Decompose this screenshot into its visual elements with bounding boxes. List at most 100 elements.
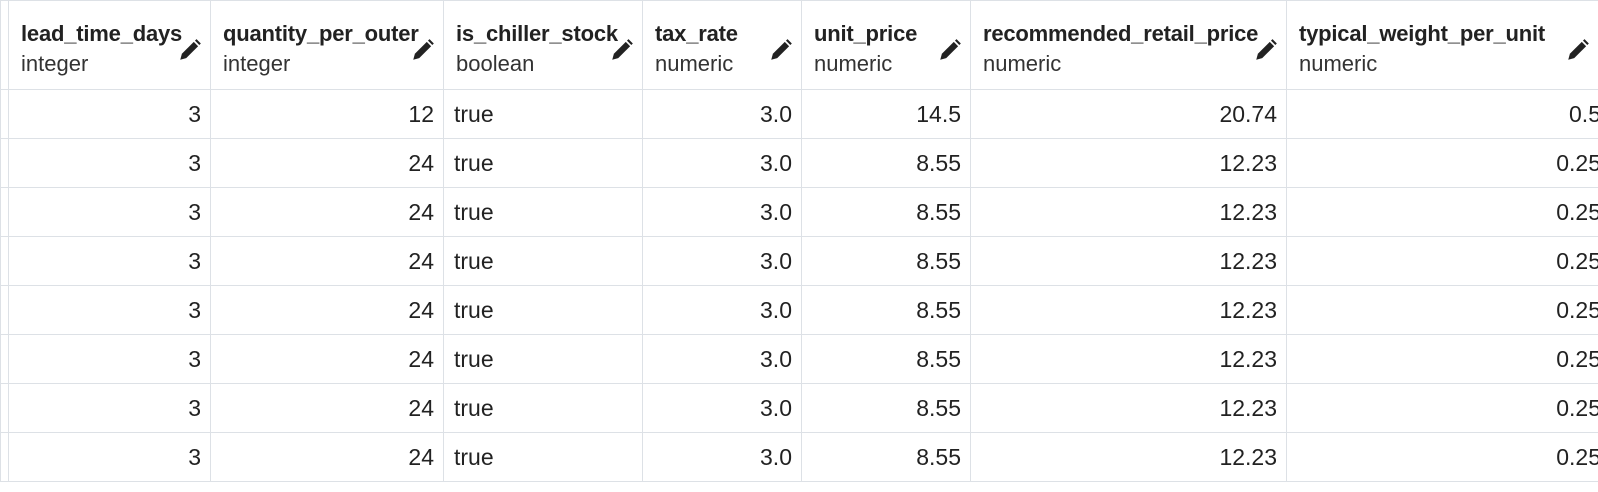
- cell-unit-price[interactable]: 8.55: [801, 187, 971, 237]
- cell-unit-price[interactable]: 8.55: [801, 285, 971, 335]
- table-row[interactable]: 3 12 true 3.0 14.5 20.74 0.5: [0, 89, 1598, 139]
- cell-tax-rate[interactable]: 3.0: [642, 187, 802, 237]
- pencil-icon[interactable]: [177, 37, 203, 63]
- column-type: numeric: [1299, 51, 1378, 76]
- column-type: numeric: [983, 51, 1062, 76]
- cell-typical-weight-per-unit[interactable]: 0.25: [1286, 138, 1598, 188]
- cell-is-chiller-stock[interactable]: true: [443, 236, 643, 286]
- cell-is-chiller-stock[interactable]: true: [443, 187, 643, 237]
- cell-recommended-retail-price[interactable]: 12.23: [970, 334, 1287, 384]
- column-header-quantity-per-outer[interactable]: quantity_per_outer integer: [210, 0, 444, 90]
- column-header-typical-weight-per-unit[interactable]: typical_weight_per_unit numeric: [1286, 0, 1598, 90]
- cell-lead-time-days[interactable]: 3: [8, 138, 211, 188]
- cell-tax-rate[interactable]: 3.0: [642, 334, 802, 384]
- cell-lead-time-days[interactable]: 3: [8, 89, 211, 139]
- table-row[interactable]: 3 24 true 3.0 8.55 12.23 0.25: [0, 285, 1598, 335]
- table-row[interactable]: 3 24 true 3.0 8.55 12.23 0.25: [0, 383, 1598, 433]
- column-name: quantity_per_outer: [223, 21, 419, 46]
- cell-typical-weight-per-unit[interactable]: 0.25: [1286, 432, 1598, 482]
- pencil-icon[interactable]: [937, 37, 963, 63]
- cell-unit-price[interactable]: 8.55: [801, 334, 971, 384]
- column-name: is_chiller_stock: [456, 21, 618, 46]
- cell-recommended-retail-price[interactable]: 12.23: [970, 236, 1287, 286]
- table-body: 3 12 true 3.0 14.5 20.74 0.5 3 24 true 3.0 8.55 12.2…: [0, 89, 1598, 482]
- cell-unit-price[interactable]: 8.55: [801, 236, 971, 286]
- cell-recommended-retail-price[interactable]: 12.23: [970, 138, 1287, 188]
- cell-recommended-retail-price[interactable]: 12.23: [970, 187, 1287, 237]
- cell-quantity-per-outer[interactable]: 24: [210, 383, 444, 433]
- cell-quantity-per-outer[interactable]: 24: [210, 138, 444, 188]
- column-header-recommended-retail-price[interactable]: recommended_retail_price numeric: [970, 0, 1287, 90]
- pencil-icon[interactable]: [609, 37, 635, 63]
- column-type: integer: [21, 51, 89, 76]
- row-number-cell[interactable]: [0, 383, 9, 433]
- table-row[interactable]: 3 24 true 3.0 8.55 12.23 0.25: [0, 432, 1598, 482]
- pencil-icon[interactable]: [1565, 37, 1591, 63]
- pencil-icon[interactable]: [410, 37, 436, 63]
- cell-unit-price[interactable]: 8.55: [801, 432, 971, 482]
- cell-quantity-per-outer[interactable]: 24: [210, 285, 444, 335]
- cell-quantity-per-outer[interactable]: 12: [210, 89, 444, 139]
- cell-recommended-retail-price[interactable]: 12.23: [970, 383, 1287, 433]
- cell-is-chiller-stock[interactable]: true: [443, 334, 643, 384]
- results-table: lead_time_days integer quantity_per_oute…: [0, 0, 1598, 482]
- cell-unit-price[interactable]: 14.5: [801, 89, 971, 139]
- cell-unit-price[interactable]: 8.55: [801, 383, 971, 433]
- row-number-cell[interactable]: [0, 138, 9, 188]
- cell-lead-time-days[interactable]: 3: [8, 285, 211, 335]
- cell-tax-rate[interactable]: 3.0: [642, 138, 802, 188]
- cell-tax-rate[interactable]: 3.0: [642, 236, 802, 286]
- column-header-unit-price[interactable]: unit_price numeric: [801, 0, 971, 90]
- row-number-cell[interactable]: [0, 187, 9, 237]
- cell-quantity-per-outer[interactable]: 24: [210, 432, 444, 482]
- cell-typical-weight-per-unit[interactable]: 0.25: [1286, 285, 1598, 335]
- cell-typical-weight-per-unit[interactable]: 0.25: [1286, 187, 1598, 237]
- cell-recommended-retail-price[interactable]: 12.23: [970, 432, 1287, 482]
- cell-is-chiller-stock[interactable]: true: [443, 138, 643, 188]
- row-number-cell[interactable]: [0, 236, 9, 286]
- column-name: typical_weight_per_unit: [1299, 21, 1546, 46]
- cell-lead-time-days[interactable]: 3: [8, 236, 211, 286]
- cell-quantity-per-outer[interactable]: 24: [210, 236, 444, 286]
- column-header-lead-time-days[interactable]: lead_time_days integer: [8, 0, 211, 90]
- row-number-cell[interactable]: [0, 334, 9, 384]
- row-number-cell[interactable]: [0, 89, 9, 139]
- cell-quantity-per-outer[interactable]: 24: [210, 187, 444, 237]
- cell-lead-time-days[interactable]: 3: [8, 432, 211, 482]
- cell-tax-rate[interactable]: 3.0: [642, 432, 802, 482]
- cell-is-chiller-stock[interactable]: true: [443, 383, 643, 433]
- cell-lead-time-days[interactable]: 3: [8, 334, 211, 384]
- column-header-tax-rate[interactable]: tax_rate numeric: [642, 0, 802, 90]
- cell-typical-weight-per-unit[interactable]: 0.5: [1286, 89, 1598, 139]
- table-row[interactable]: 3 24 true 3.0 8.55 12.23 0.25: [0, 187, 1598, 237]
- cell-is-chiller-stock[interactable]: true: [443, 89, 643, 139]
- cell-unit-price[interactable]: 8.55: [801, 138, 971, 188]
- cell-recommended-retail-price[interactable]: 20.74: [970, 89, 1287, 139]
- pencil-icon[interactable]: [1253, 37, 1279, 63]
- table-row[interactable]: 3 24 true 3.0 8.55 12.23 0.25: [0, 334, 1598, 384]
- column-header-is-chiller-stock[interactable]: is_chiller_stock boolean: [443, 0, 643, 90]
- cell-is-chiller-stock[interactable]: true: [443, 285, 643, 335]
- column-type: boolean: [456, 51, 535, 76]
- pencil-icon[interactable]: [768, 37, 794, 63]
- column-name: recommended_retail_price: [983, 21, 1259, 46]
- cell-typical-weight-per-unit[interactable]: 0.25: [1286, 334, 1598, 384]
- table-row[interactable]: 3 24 true 3.0 8.55 12.23 0.25: [0, 138, 1598, 188]
- row-number-cell[interactable]: [0, 432, 9, 482]
- cell-lead-time-days[interactable]: 3: [8, 383, 211, 433]
- cell-quantity-per-outer[interactable]: 24: [210, 334, 444, 384]
- cell-typical-weight-per-unit[interactable]: 0.25: [1286, 236, 1598, 286]
- cell-lead-time-days[interactable]: 3: [8, 187, 211, 237]
- cell-tax-rate[interactable]: 3.0: [642, 383, 802, 433]
- cell-recommended-retail-price[interactable]: 12.23: [970, 285, 1287, 335]
- column-type: integer: [223, 51, 291, 76]
- header-row: lead_time_days integer quantity_per_oute…: [0, 0, 1598, 90]
- row-number-cell[interactable]: [0, 285, 9, 335]
- column-name: lead_time_days: [21, 21, 183, 46]
- cell-tax-rate[interactable]: 3.0: [642, 285, 802, 335]
- table-row[interactable]: 3 24 true 3.0 8.55 12.23 0.25: [0, 236, 1598, 286]
- cell-typical-weight-per-unit[interactable]: 0.25: [1286, 383, 1598, 433]
- cell-is-chiller-stock[interactable]: true: [443, 432, 643, 482]
- cell-tax-rate[interactable]: 3.0: [642, 89, 802, 139]
